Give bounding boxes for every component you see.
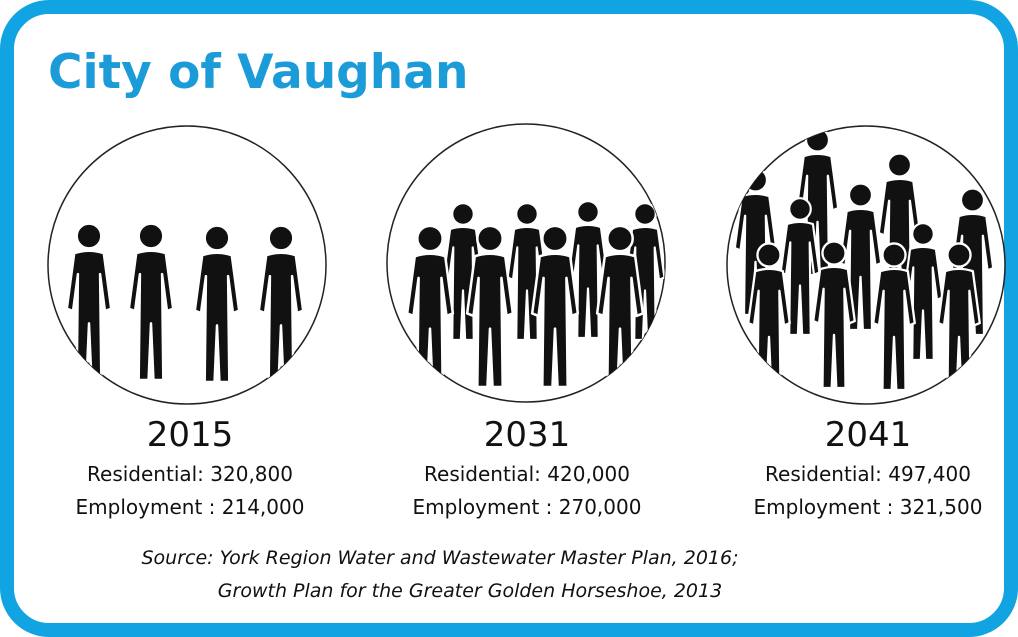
crowd-icon [727, 126, 1005, 404]
source-line: Source: York Region Water and Wastewater… [142, 547, 739, 569]
panel-labels: 2015 Residential: 320,800 Employment : 214… [76, 415, 983, 519]
crowd-icon [387, 124, 665, 402]
year: 2041 [825, 415, 912, 455]
employment-stat: Employment : 214,000 [76, 495, 305, 519]
page: {"title": "City of Vaughan", "panels": [… [0, 0, 1018, 637]
residential-stat: Residential: 497,400 [765, 462, 971, 486]
residential-stat: Residential: 420,000 [424, 462, 630, 486]
employment-stat: Employment : 270,000 [413, 495, 642, 519]
year: 2031 [484, 415, 571, 455]
source-line: Growth Plan for the Greater Golden Horse… [218, 580, 722, 602]
crowd-icon [48, 126, 326, 404]
infographic: City of Vaughan [0, 0, 1018, 637]
year: 2015 [147, 415, 234, 455]
employment-stat: Employment : 321,500 [754, 495, 983, 519]
residential-stat: Residential: 320,800 [87, 462, 293, 486]
title: City of Vaughan [48, 45, 468, 100]
